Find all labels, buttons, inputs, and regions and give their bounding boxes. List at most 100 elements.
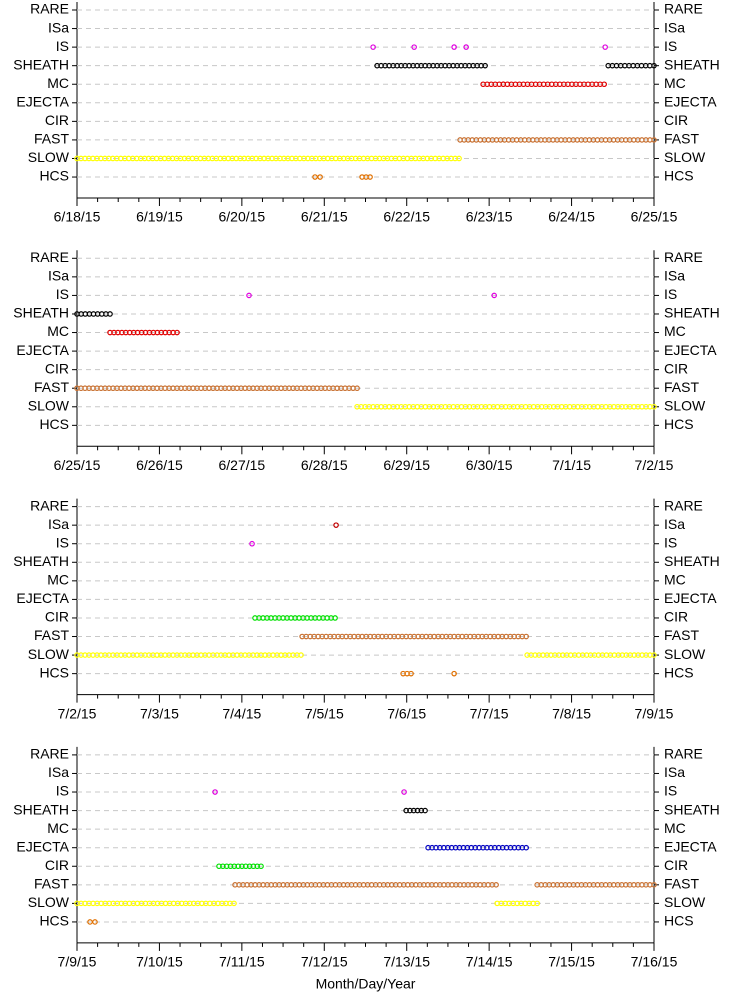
y-tick-label-right: MC <box>664 820 686 836</box>
y-tick-label-right: RARE <box>664 746 703 762</box>
run <box>602 44 608 50</box>
y-tick-label-right: SHEATH <box>664 305 720 321</box>
y-tick-label-right: CIR <box>664 857 688 873</box>
x-tick-label: 7/12/15 <box>301 954 348 970</box>
run <box>401 789 407 795</box>
run <box>333 522 339 528</box>
x-tick-label: 6/22/15 <box>383 209 430 225</box>
y-tick-label-right: RARE <box>664 1 703 17</box>
x-tick-label: 6/30/15 <box>466 457 513 473</box>
y-tick-label-right: EJECTA <box>664 94 717 110</box>
y-tick-label: EJECTA <box>16 838 69 854</box>
y-tick-label: IS <box>56 38 69 54</box>
x-tick-label: 6/25/15 <box>54 457 101 473</box>
run <box>425 844 529 851</box>
y-tick-label-right: SHEATH <box>664 56 720 72</box>
y-tick-label-right: CIR <box>664 609 688 625</box>
run <box>534 882 657 888</box>
x-tick-label: 7/9/15 <box>635 705 674 721</box>
y-tick-label-right: SHEATH <box>664 553 720 569</box>
x-tick-label: 7/5/15 <box>305 705 344 721</box>
y-tick-label-right: ISa <box>664 19 685 35</box>
y-tick-label-right: SHEATH <box>664 801 720 817</box>
y-tick-label: MC <box>47 820 69 836</box>
x-tick-label: 7/7/15 <box>470 705 509 721</box>
run <box>400 670 414 677</box>
y-tick-label-right: HCS <box>664 416 694 432</box>
y-tick-label-right: FAST <box>664 131 699 147</box>
y-tick-label: FAST <box>34 627 69 643</box>
x-tick-label: 6/21/15 <box>301 209 348 225</box>
run <box>491 292 497 299</box>
y-tick-label-right: RARE <box>664 497 703 513</box>
run <box>605 62 657 69</box>
x-tick-label: 6/27/15 <box>218 457 265 473</box>
y-tick-label-right: HCS <box>664 664 694 680</box>
y-tick-label: MC <box>47 75 69 91</box>
y-tick-label-right: FAST <box>664 876 699 892</box>
x-tick-label: 7/3/15 <box>140 705 179 721</box>
run <box>74 311 113 317</box>
y-tick-label-right: ISa <box>664 764 685 780</box>
y-tick-label: SHEATH <box>13 553 69 569</box>
x-tick-label: 6/28/15 <box>301 457 348 473</box>
x-tick-label: 6/29/15 <box>383 457 430 473</box>
x-tick-label: 7/15/15 <box>548 954 595 970</box>
y-tick-label-right: CIR <box>664 112 688 128</box>
y-tick-label: SHEATH <box>13 801 69 817</box>
run <box>74 155 462 162</box>
y-tick-label: CIR <box>45 609 69 625</box>
y-tick-label: CIR <box>45 360 69 376</box>
run <box>403 807 428 814</box>
y-tick-label-right: FAST <box>664 379 699 395</box>
y-tick-label: SLOW <box>28 149 70 165</box>
y-tick-label-right: MC <box>664 75 686 91</box>
y-tick-label-right: ISa <box>664 268 685 284</box>
x-tick-label: 6/18/15 <box>54 209 101 225</box>
y-tick-label: CIR <box>45 112 69 128</box>
x-tick-label: 7/16/15 <box>631 954 678 970</box>
run <box>246 292 252 299</box>
y-tick-label: EJECTA <box>16 590 69 606</box>
y-tick-label: HCS <box>39 913 69 929</box>
y-tick-label: MC <box>47 572 69 588</box>
x-tick-label: 7/4/15 <box>222 705 261 721</box>
run <box>524 652 657 658</box>
y-tick-label: MC <box>47 323 69 339</box>
run <box>411 44 417 50</box>
y-tick-label: SLOW <box>28 397 70 413</box>
x-tick-label: 7/1/15 <box>552 457 591 473</box>
y-tick-label: RARE <box>30 746 69 762</box>
run <box>232 882 499 888</box>
y-tick-label-right: EJECTA <box>664 838 717 854</box>
run <box>216 863 264 870</box>
y-tick-label-right: IS <box>664 38 677 54</box>
x-tick-label: 6/23/15 <box>466 209 513 225</box>
run <box>299 633 529 640</box>
run <box>252 615 338 621</box>
run <box>370 44 376 50</box>
y-tick-label: RARE <box>30 1 69 17</box>
x-tick-label: 6/19/15 <box>136 209 183 225</box>
y-tick-label: SHEATH <box>13 56 69 72</box>
y-tick-label: CIR <box>45 857 69 873</box>
y-tick-label-right: IS <box>664 286 677 302</box>
y-tick-label-right: EJECTA <box>664 342 717 358</box>
run <box>87 919 98 925</box>
y-tick-label-right: SLOW <box>664 149 706 165</box>
run <box>74 652 304 658</box>
y-tick-label: SLOW <box>28 646 70 662</box>
x-tick-label: 7/2/15 <box>58 705 97 721</box>
y-tick-label-right: HCS <box>664 168 694 184</box>
y-tick-label-right: MC <box>664 323 686 339</box>
y-tick-label: HCS <box>39 664 69 680</box>
y-tick-label: SHEATH <box>13 305 69 321</box>
y-tick-label: FAST <box>34 131 69 147</box>
y-tick-label: ISa <box>48 19 69 35</box>
x-tick-label: 6/24/15 <box>548 209 595 225</box>
y-tick-label: SLOW <box>28 894 70 910</box>
run <box>463 44 469 50</box>
run <box>480 81 607 88</box>
